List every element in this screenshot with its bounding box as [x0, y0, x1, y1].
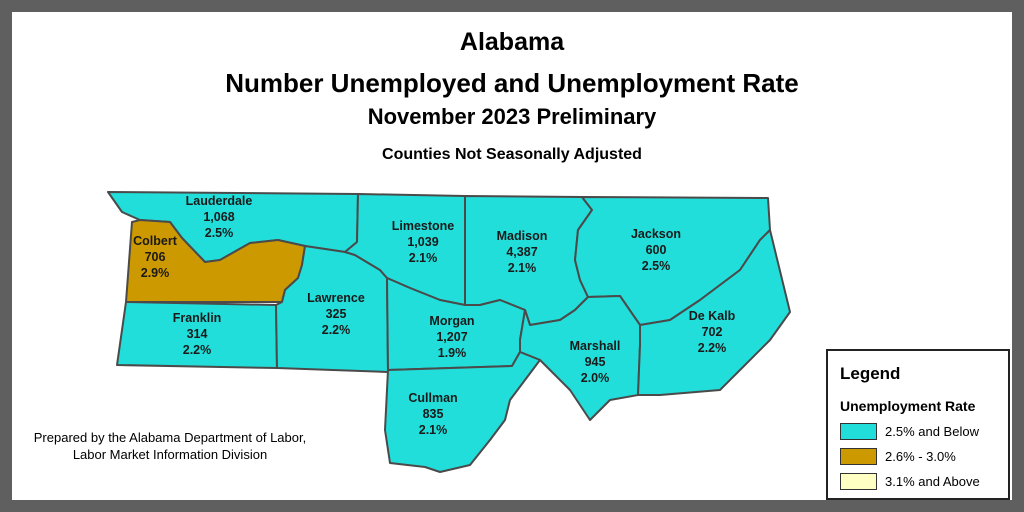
county-cullman-unemployed-label: 835: [423, 407, 444, 421]
legend-label: 3.1% and Above: [885, 474, 980, 489]
county-jackson-rate-label: 2.5%: [642, 259, 671, 273]
county-marshall-name-label: Marshall: [570, 339, 621, 353]
legend-item-high: 3.1% and Above: [840, 473, 980, 490]
county-cullman-name-label: Cullman: [408, 391, 457, 405]
county-madison-name-label: Madison: [497, 229, 548, 243]
legend-subtitle: Unemployment Rate: [840, 398, 976, 414]
county-de-kalb: [637, 229, 791, 396]
credit-line-2: Labor Market Information Division: [72, 447, 268, 462]
legend-item-mid: 2.6% - 3.0%: [840, 448, 956, 465]
legend-label: 2.5% and Below: [885, 424, 979, 439]
credit-note: Prepared by the Alabama Department of La…: [20, 429, 320, 463]
county-morgan-unemployed-label: 1,207: [436, 330, 467, 344]
legend-item-low: 2.5% and Below: [840, 423, 979, 440]
county-madison-rate-label: 2.1%: [508, 261, 537, 275]
county-lauderdale-unemployed-label: 1,068: [203, 210, 234, 224]
county-franklin-name-label: Franklin: [173, 311, 222, 325]
county-marshall-rate-label: 2.0%: [581, 371, 610, 385]
county-lauderdale-rate-label: 2.5%: [205, 226, 234, 240]
county-morgan-name-label: Morgan: [429, 314, 474, 328]
county-lawrence-unemployed-label: 325: [326, 307, 347, 321]
county-cullman: [384, 351, 541, 473]
county-jackson-name-label: Jackson: [631, 227, 681, 241]
county-franklin-rate-label: 2.2%: [183, 343, 212, 357]
county-de-kalb-rate-label: 2.2%: [698, 341, 727, 355]
county-franklin-unemployed-label: 314: [187, 327, 208, 341]
county-lauderdale-name-label: Lauderdale: [186, 194, 253, 208]
county-colbert-rate-label: 2.9%: [141, 266, 170, 280]
legend-swatch-high: [840, 473, 877, 490]
county-lawrence-name-label: Lawrence: [307, 291, 365, 305]
county-cullman-rate-label: 2.1%: [419, 423, 448, 437]
legend-label: 2.6% - 3.0%: [885, 449, 956, 464]
county-colbert-name-label: Colbert: [133, 234, 178, 248]
credit-line-1: Prepared by the Alabama Department of La…: [33, 430, 307, 445]
title-main: Number Unemployed and Unemployment Rate: [225, 68, 799, 98]
county-madison-unemployed-label: 4,387: [506, 245, 537, 259]
county-limestone-unemployed-label: 1,039: [407, 235, 438, 249]
legend-swatch-mid: [840, 448, 877, 465]
county-morgan-rate-label: 1.9%: [438, 346, 467, 360]
title-subtitle: Counties Not Seasonally Adjusted: [382, 146, 642, 163]
county-de-kalb-unemployed-label: 702: [702, 325, 723, 339]
title-period: November 2023 Preliminary: [367, 104, 657, 129]
county-de-kalb-name-label: De Kalb: [689, 309, 736, 323]
legend-title: Legend: [840, 364, 901, 383]
county-limestone-name-label: Limestone: [392, 219, 455, 233]
legend: Legend Unemployment Rate 2.5% and Below …: [826, 349, 1010, 500]
legend-swatch-low: [840, 423, 877, 440]
county-jackson-unemployed-label: 600: [646, 243, 667, 257]
county-marshall-unemployed-label: 945: [585, 355, 606, 369]
county-limestone-rate-label: 2.1%: [409, 251, 438, 265]
county-colbert-unemployed-label: 706: [145, 250, 166, 264]
county-lawrence-rate-label: 2.2%: [322, 323, 351, 337]
title-state: Alabama: [459, 28, 565, 56]
